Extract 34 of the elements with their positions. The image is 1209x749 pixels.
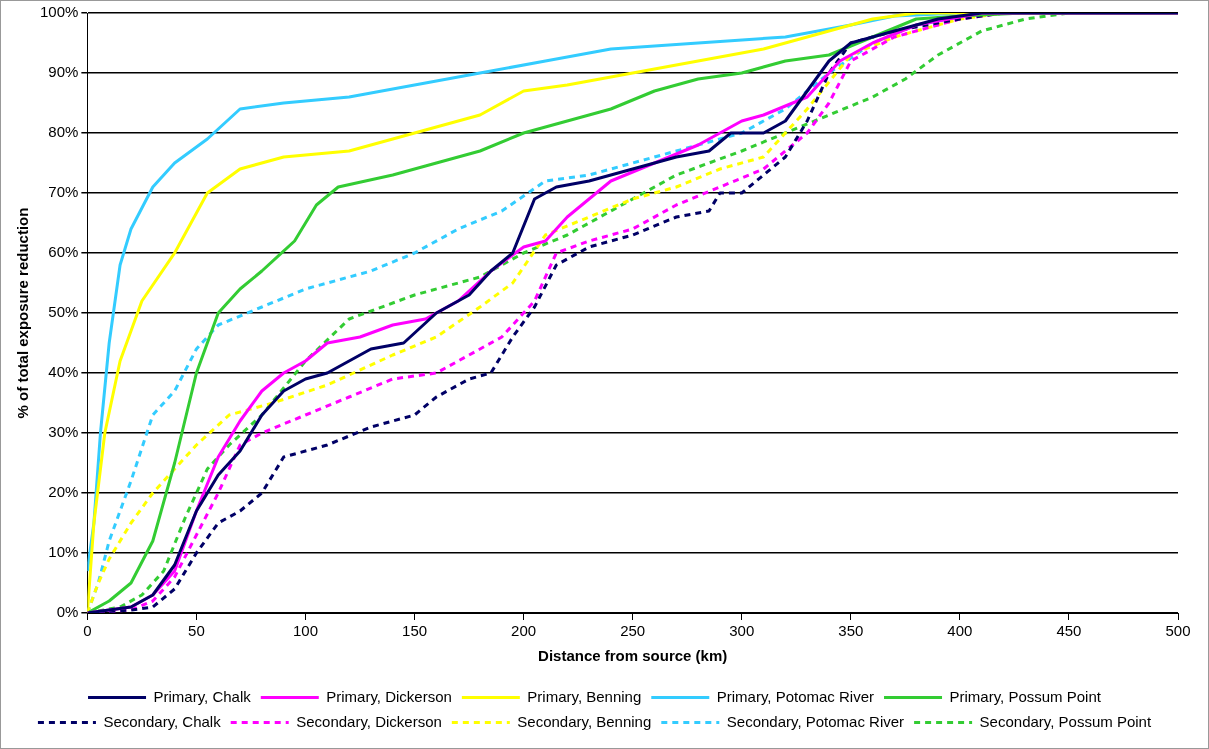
legend-label: Primary, Possum Point (949, 687, 1102, 705)
x-tick-label: 50 (188, 622, 205, 640)
legend-label: Secondary, Dickerson (296, 712, 442, 730)
x-axis-title: Distance from source (km) (538, 647, 728, 665)
x-tick-label: 400 (947, 622, 973, 640)
y-tick-label: 30% (48, 423, 79, 441)
x-tick-label: 350 (838, 622, 864, 640)
y-tick-label: 100% (39, 3, 79, 21)
y-tick-label: 40% (48, 363, 79, 381)
x-tick-label: 150 (402, 622, 428, 640)
y-tick-label: 50% (48, 303, 79, 321)
y-tick-label: 90% (48, 63, 79, 81)
legend-label: Primary, Benning (527, 687, 642, 705)
x-tick-label: 300 (729, 622, 755, 640)
x-tick-label: 100 (292, 622, 319, 640)
legend-label: Primary, Chalk (153, 687, 252, 705)
y-axis-title: % of total exposure reduction (14, 207, 32, 419)
x-tick-label: 250 (620, 622, 646, 640)
legend-label: Secondary, Chalk (103, 712, 222, 730)
x-tick-label: 200 (511, 622, 537, 640)
legend-label: Primary, Potomac River (716, 687, 875, 705)
y-tick-label: 80% (48, 123, 79, 141)
legend-label: Secondary, Potomac River (726, 712, 905, 730)
y-tick-label: 0% (56, 603, 79, 621)
x-tick-label: 450 (1056, 622, 1082, 640)
legend-label: Secondary, Benning (517, 712, 652, 730)
y-tick-label: 20% (48, 483, 79, 501)
y-tick-label: 10% (48, 543, 79, 561)
legend-label: Secondary, Possum Point (979, 712, 1152, 730)
legend-label: Primary, Dickerson (326, 687, 452, 705)
y-tick-label: 70% (48, 183, 79, 201)
x-tick-label: 500 (1165, 622, 1191, 640)
x-tick-label: 0 (83, 622, 92, 640)
y-tick-label: 60% (48, 243, 79, 261)
